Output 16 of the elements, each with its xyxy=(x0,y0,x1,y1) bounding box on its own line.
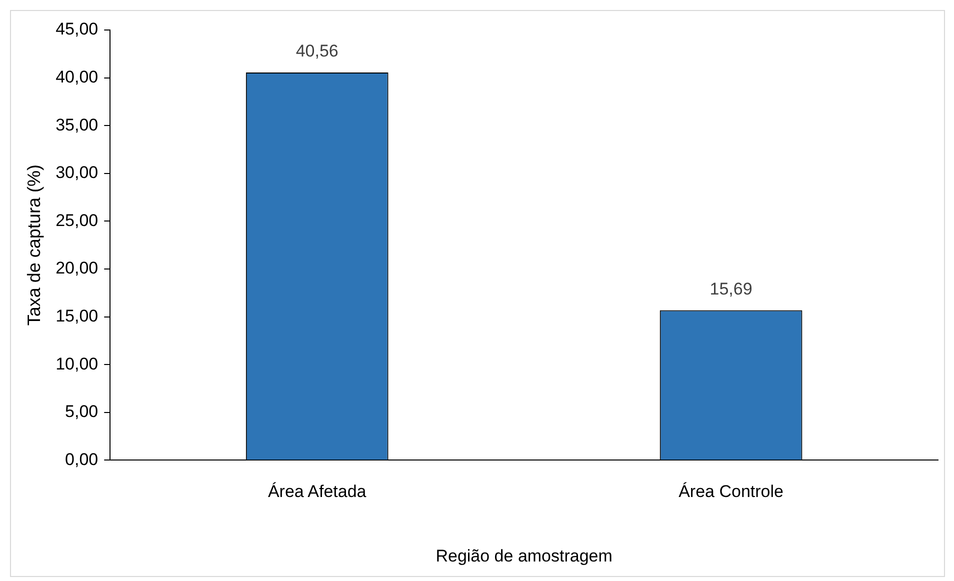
data-label: 15,69 xyxy=(710,279,752,298)
y-tick-label: 45,00 xyxy=(56,20,98,39)
x-tick-label: Área Controle xyxy=(678,482,784,502)
y-tick-label: 25,00 xyxy=(56,210,98,230)
x-axis-title: Região de amostragem xyxy=(436,546,612,566)
y-tick-label: 15,00 xyxy=(56,306,98,326)
y-tick-label: 10,00 xyxy=(56,354,98,374)
y-tick-label: 40,00 xyxy=(56,67,98,86)
y-tick-label: 5,00 xyxy=(65,402,98,422)
y-axis-title: Taxa de captura (%) xyxy=(24,164,44,326)
y-tick-label: 35,00 xyxy=(56,115,98,134)
data-label: 40,56 xyxy=(296,42,338,61)
y-tick-label: 20,00 xyxy=(56,258,98,278)
x-tick-label: Área Afetada xyxy=(268,482,367,502)
y-tick-label: 0,00 xyxy=(65,450,98,469)
y-tick-label: 30,00 xyxy=(56,163,98,182)
